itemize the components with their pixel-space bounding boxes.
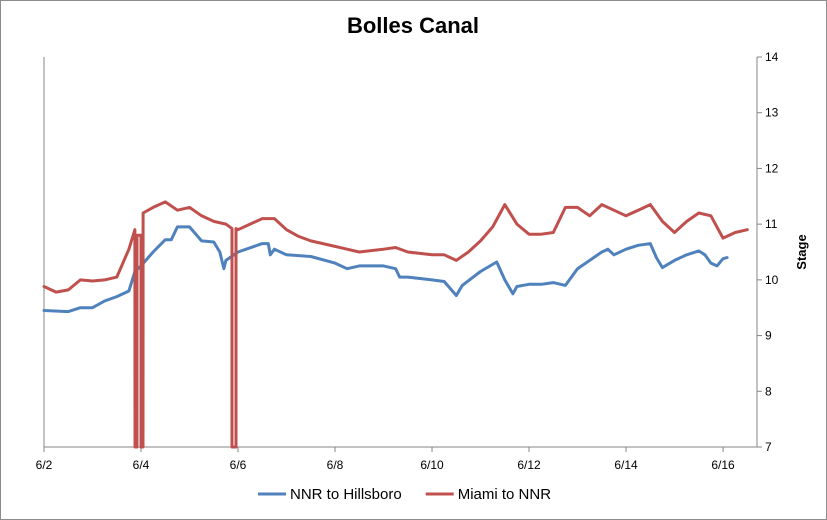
- y-tick-label: 14: [765, 50, 779, 64]
- x-tick-label: 6/6: [230, 458, 247, 472]
- y-tick-label: 7: [765, 440, 772, 454]
- x-tick-label: 6/12: [517, 458, 541, 472]
- y-tick-label: 13: [765, 106, 779, 120]
- series-line-miami-to-nnr: [42, 200, 749, 449]
- legend: NNR to Hillsboro Miami to NNR: [258, 486, 551, 503]
- y-tick-label: 11: [765, 217, 778, 231]
- y-tick-label: 12: [765, 161, 779, 175]
- y-axis-ticks: 7 8 9 10 11 12 13 14: [757, 50, 779, 454]
- x-tick-label: 6/10: [420, 458, 444, 472]
- series-group: [42, 200, 749, 449]
- x-tick-label: 6/14: [614, 458, 638, 472]
- x-axis-ticks: 6/2 6/4 6/6 6/8 6/10 6/12 6/14 6/16: [36, 447, 735, 472]
- x-tick-label: 6/16: [711, 458, 735, 472]
- x-tick-label: 6/4: [133, 458, 150, 472]
- x-tick-label: 6/8: [327, 458, 344, 472]
- legend-label-nnr-to-hillsboro: NNR to Hillsboro: [290, 486, 402, 503]
- chart-title: Bolles Canal: [347, 13, 479, 38]
- y-tick-label: 9: [765, 329, 772, 343]
- legend-label-miami-to-nnr: Miami to NNR: [458, 486, 552, 503]
- y-tick-label: 10: [765, 273, 779, 287]
- series-line-nnr-to-hillsboro: [42, 225, 729, 314]
- y-axis-label: Stage: [794, 234, 809, 269]
- y-tick-label: 8: [765, 384, 772, 398]
- x-tick-label: 6/2: [36, 458, 53, 472]
